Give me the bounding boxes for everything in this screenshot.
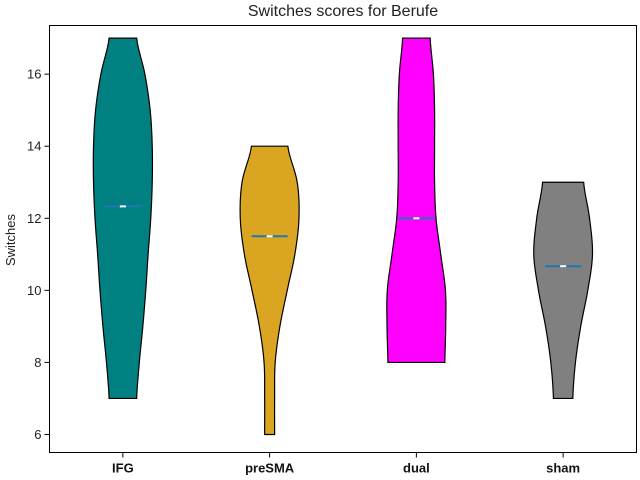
- y-tick-label: 6: [34, 427, 41, 442]
- chart-title: Switches scores for Berufe: [248, 3, 438, 20]
- violin-dual: [386, 37, 447, 364]
- y-tick-label: 14: [27, 139, 41, 154]
- x-tick-label: IFG: [112, 461, 134, 476]
- violin-IFG: [92, 37, 154, 400]
- x-tick-label: dual: [403, 461, 430, 476]
- axes-layer: 6 8 10 12 14 16 IFG preSMA dual sham: [27, 67, 580, 476]
- violin-sham: [533, 181, 594, 400]
- y-tick-label: 10: [27, 283, 41, 298]
- violins-layer: [92, 37, 594, 436]
- y-tick-label: 16: [27, 67, 41, 82]
- y-axis-label: Switches: [3, 213, 18, 266]
- y-tick-label: 8: [34, 355, 41, 370]
- violin-preSMA: [239, 145, 300, 436]
- x-tick-label: preSMA: [245, 461, 295, 476]
- plot-frame: [49, 25, 637, 453]
- x-tick-label: sham: [546, 461, 580, 476]
- y-tick-label: 12: [27, 211, 41, 226]
